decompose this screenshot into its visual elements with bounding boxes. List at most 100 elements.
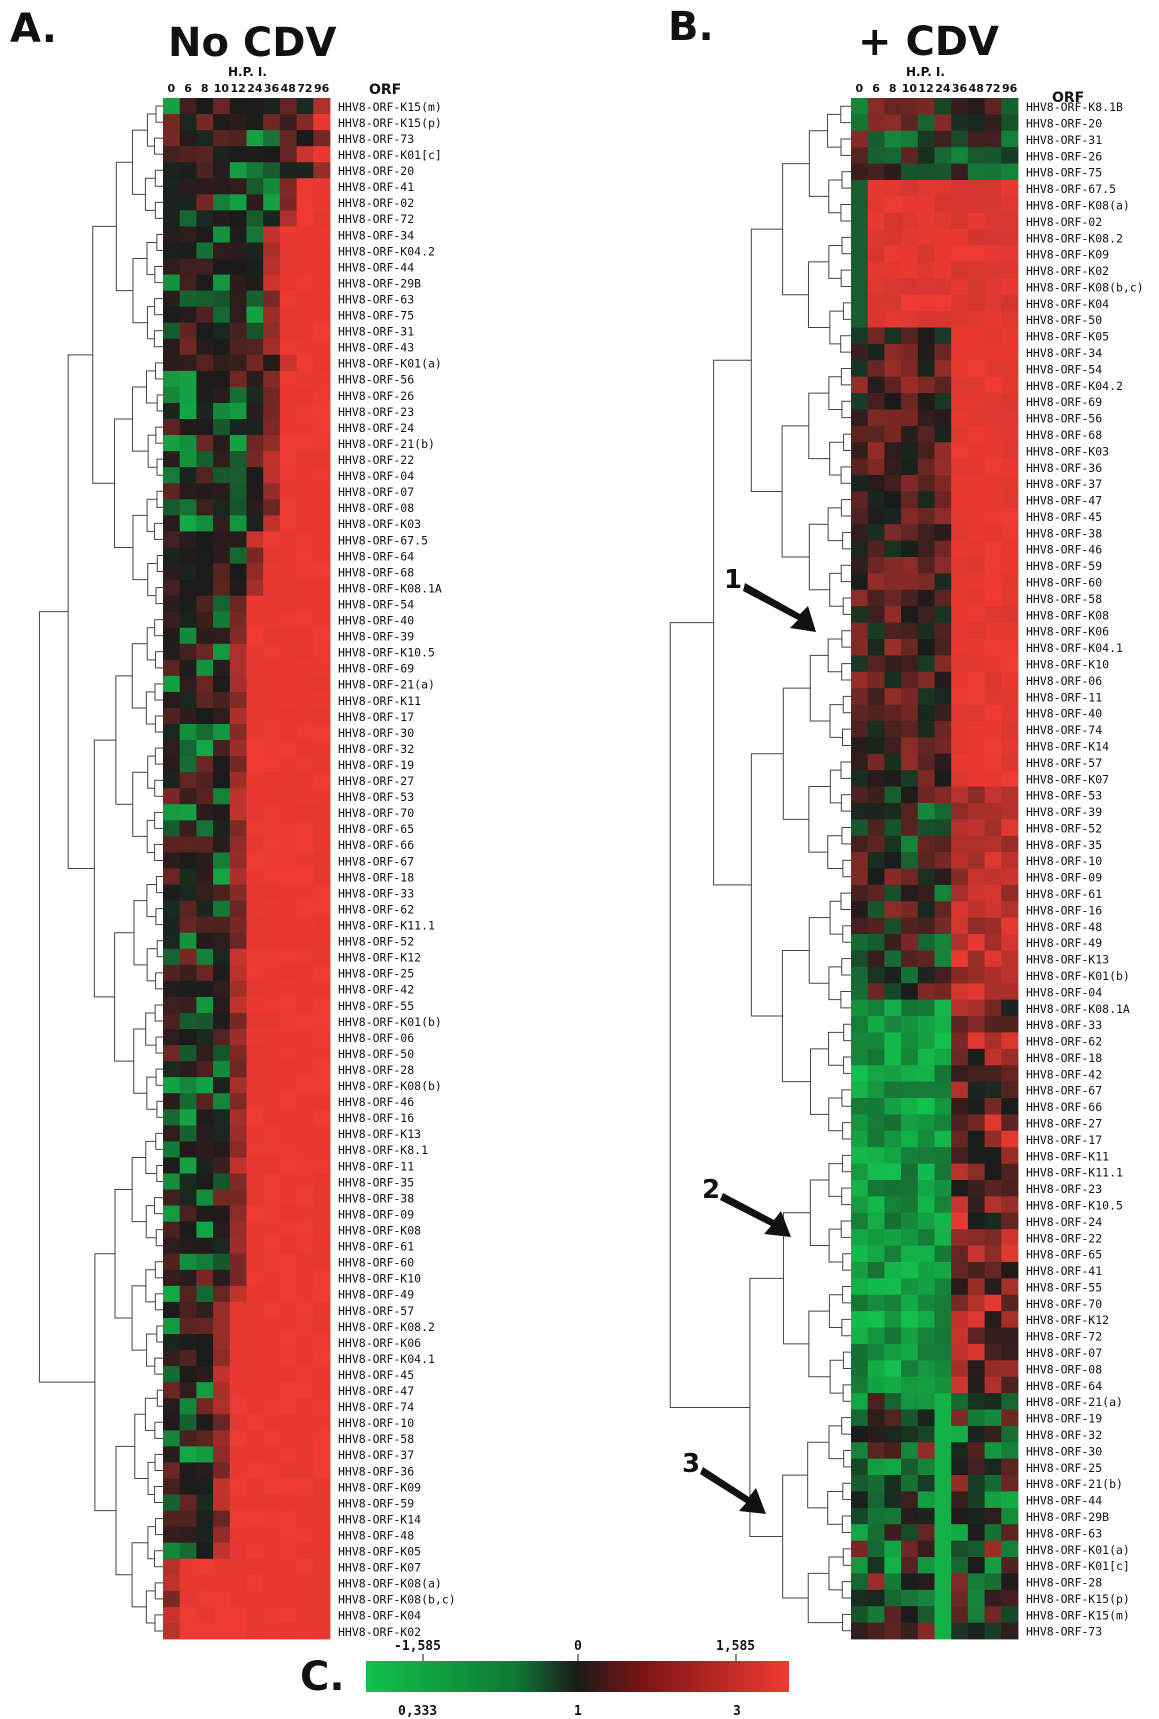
heatmap-cell (867, 1442, 885, 1460)
heatmap-cell (951, 1163, 969, 1181)
heatmap-cell (951, 163, 969, 181)
heatmap-cell (901, 1294, 919, 1312)
heatmap-cell (296, 1478, 314, 1495)
dendrogram-branch (153, 330, 163, 348)
heatmap-cell (934, 1278, 952, 1296)
row-label: HHV8-ORF-K08(b) (338, 1079, 442, 1093)
heatmap-cell (263, 1109, 281, 1126)
heatmap-cell (984, 475, 1002, 492)
heatmap-cell (917, 98, 935, 115)
heatmap-cell (984, 294, 1002, 312)
heatmap-cell (279, 772, 297, 789)
row-label: HHV8-ORF-36 (1026, 461, 1102, 475)
heatmap-cell (196, 804, 214, 821)
heatmap-cell (884, 1081, 902, 1099)
row-label: HHV8-ORF-K14 (338, 1512, 421, 1526)
heatmap-cell (967, 507, 985, 525)
heatmap-cell (917, 1360, 935, 1378)
heatmap-cell (163, 547, 181, 564)
heatmap-cell (1001, 688, 1019, 705)
heatmap-cell (279, 194, 297, 211)
heatmap-cell (296, 1253, 314, 1271)
heatmap-cell (884, 589, 902, 607)
panel-b-letter: B. (668, 4, 714, 50)
heatmap-cell (213, 1462, 231, 1479)
dendrogram-branch (841, 630, 851, 648)
dendrogram-branch (92, 225, 117, 484)
heatmap-cell (179, 1125, 197, 1142)
row-label: HHV8-ORF-K10.5 (1026, 1198, 1123, 1212)
heatmap-cell (246, 451, 264, 468)
heatmap-cell (163, 1141, 181, 1158)
row-label: HHV8-ORF-16 (338, 1111, 414, 1125)
dendrogram-branch (154, 1614, 163, 1632)
heatmap-cell (1001, 1557, 1019, 1574)
heatmap-cell (967, 868, 985, 886)
heatmap-cell (1001, 589, 1019, 607)
heatmap-cell (934, 229, 952, 246)
heatmap-cell (901, 835, 919, 853)
row-label: HHV8-ORF-K08(a) (338, 1577, 442, 1591)
heatmap-cell (246, 338, 264, 356)
heatmap-cell (279, 146, 297, 163)
heatmap-cell (984, 1606, 1002, 1623)
heatmap-cell (884, 540, 902, 558)
dendrogram-branch (154, 201, 163, 219)
heatmap-cell (901, 343, 919, 361)
heatmap-cell (179, 996, 197, 1014)
heatmap-cell (951, 704, 969, 722)
column-tick: 10 (214, 82, 230, 95)
heatmap-cell (917, 1540, 935, 1558)
heatmap-cell (984, 1032, 1002, 1050)
row-label: HHV8-ORF-28 (1026, 1576, 1102, 1590)
heatmap-cell (296, 451, 314, 468)
heatmap-cell (213, 547, 231, 564)
heatmap-cell (296, 691, 314, 709)
dendrogram-branch (841, 827, 851, 845)
heatmap-cell (967, 1409, 985, 1427)
dendrogram-branch (155, 1229, 163, 1247)
heatmap-cell (296, 1125, 314, 1142)
heatmap-cell (213, 146, 231, 163)
heatmap-cell (163, 419, 181, 436)
dendrogram-branch (808, 392, 830, 460)
heatmap-cell (934, 884, 952, 902)
heatmap-cell (296, 1366, 314, 1383)
heatmap-cell (867, 507, 885, 525)
heatmap-cell (984, 1114, 1002, 1132)
heatmap-cell (163, 386, 181, 404)
heatmap-cell (967, 1229, 985, 1246)
heatmap-cell (951, 917, 969, 935)
dendrogram-branch (93, 739, 116, 998)
heatmap-cell (1001, 1425, 1019, 1443)
heatmap-cell (313, 1109, 331, 1126)
heatmap-cell (313, 483, 331, 500)
heatmap-cell (196, 162, 214, 179)
heatmap-cell (263, 499, 281, 516)
heatmap-cell (917, 934, 935, 951)
heatmap-cell (984, 1229, 1002, 1246)
heatmap-cell (917, 1425, 935, 1443)
heatmap-cell (213, 1029, 231, 1046)
heatmap-cell (901, 770, 919, 787)
heatmap-cell (263, 194, 281, 211)
heatmap-cell (313, 194, 331, 211)
heatmap-cell (246, 1189, 264, 1206)
heatmap-cell (884, 376, 902, 394)
row-label: HHV8-ORF-K08(b,c) (1026, 280, 1144, 294)
heatmap-cell (984, 1081, 1002, 1099)
heatmap-cell (1001, 786, 1019, 804)
heatmap-cell (901, 311, 919, 328)
heatmap-cell (1001, 1032, 1019, 1050)
heatmap-cell (851, 1081, 869, 1099)
heatmap-cell (867, 557, 885, 574)
row-label: HHV8-ORF-04 (1026, 985, 1102, 999)
heatmap-cell (313, 306, 331, 324)
panel-c-letter: C. (300, 1654, 345, 1700)
heatmap-cell (984, 819, 1002, 837)
heatmap-cell (984, 638, 1002, 656)
heatmap-cell (179, 804, 197, 821)
heatmap-cell (884, 179, 902, 197)
heatmap-cell (901, 737, 919, 755)
heatmap-cell (296, 1334, 314, 1351)
